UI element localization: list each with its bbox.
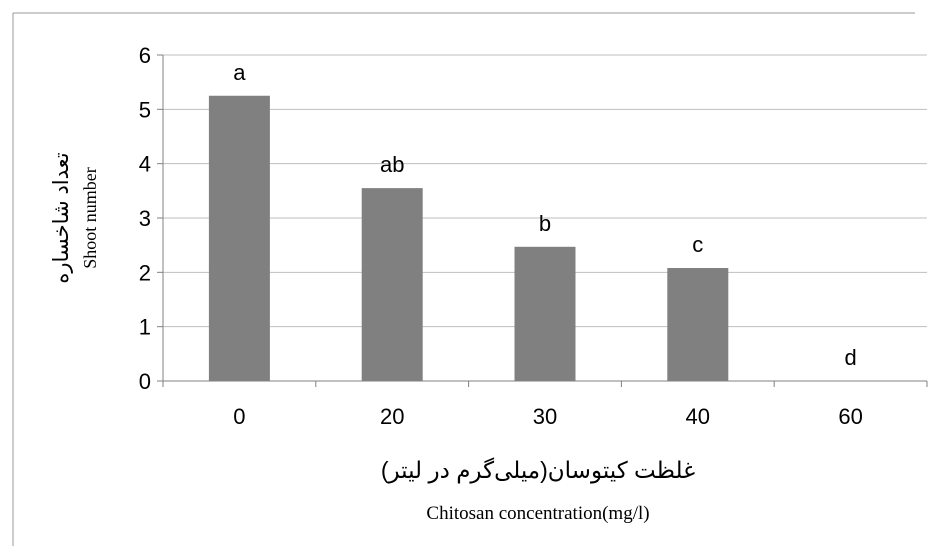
significance-letter: d <box>844 345 856 370</box>
y-tick-label: 4 <box>139 152 151 177</box>
x-tick-label: 40 <box>686 404 710 429</box>
significance-letter: a <box>233 60 246 85</box>
y-tick-label: 6 <box>139 43 151 68</box>
significance-letter: b <box>539 211 551 236</box>
bar-40 <box>667 267 729 381</box>
y-tick-labels: 0 1 2 3 4 5 6 <box>139 43 151 394</box>
bar-20 <box>361 188 423 381</box>
y-tick-label: 0 <box>139 369 151 394</box>
x-tick-label: 0 <box>233 404 245 429</box>
x-axis-title-fa: غلظت کیتوسان(میلی‌گرم در لیتر) <box>381 457 695 484</box>
bars <box>208 95 729 381</box>
y-tick-label: 2 <box>139 260 151 285</box>
axes <box>157 54 928 387</box>
significance-letter: ab <box>380 152 404 177</box>
bar-30 <box>514 246 576 381</box>
x-tick-label: 60 <box>838 404 862 429</box>
significance-labels: a ab b c d <box>233 60 856 370</box>
x-axis-title-en: Chitosan concentration(mg/l) <box>426 503 649 524</box>
significance-letter: c <box>692 232 703 257</box>
y-tick-label: 5 <box>139 97 151 122</box>
y-tick-label: 3 <box>139 206 151 231</box>
y-axis-title-en: Shoot number <box>80 167 100 269</box>
y-tick-label: 1 <box>139 315 151 340</box>
y-axis-title-fa: تعداد شاخساره <box>50 152 73 283</box>
x-tick-label: 20 <box>380 404 404 429</box>
x-tick-labels: 0 20 30 40 60 <box>233 404 863 429</box>
bar-0 <box>208 95 270 381</box>
x-tick-label: 30 <box>533 404 557 429</box>
